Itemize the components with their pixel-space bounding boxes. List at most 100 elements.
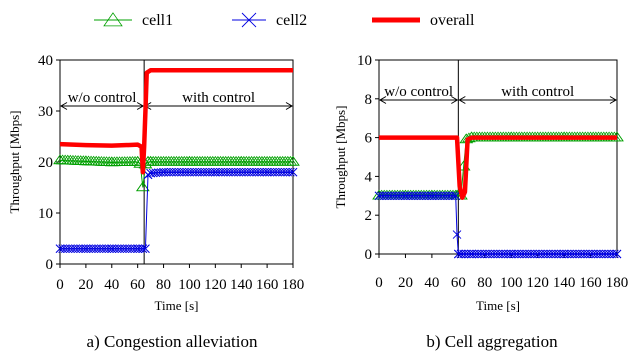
series-point-cell2 [143, 170, 153, 180]
series-line-overall [59, 67, 293, 175]
series-point-cell2 [448, 191, 458, 201]
arrow-without-control-head-left [60, 102, 68, 110]
series-line-overall [379, 135, 617, 200]
series-point-cell1 [79, 155, 93, 166]
x-tick-label: 180 [606, 275, 629, 291]
chart-caption: a) Congestion alleviation [87, 332, 258, 351]
x-tick-label: 20 [78, 277, 93, 293]
series-point-cell1 [182, 155, 197, 166]
series-point-cell2 [451, 191, 461, 201]
x-tick-label: 0 [56, 277, 64, 293]
legend: cell1 cell2 overall [94, 12, 475, 29]
arrow-without-control-head-right [451, 96, 459, 104]
series-line-cell2 [60, 171, 293, 250]
x-tick-label: 0 [375, 275, 383, 291]
x-axis-title: Time [s] [476, 298, 520, 313]
arrow-with-control-head-right [285, 102, 293, 110]
arrow-without-control-head-right [136, 102, 145, 110]
annotation-with-control: with control [182, 90, 255, 106]
x-tick-label: 180 [282, 277, 305, 293]
y-axis-title: Throughput [Mbps] [7, 111, 22, 214]
x-tick-label: 140 [553, 275, 576, 291]
series-point-cell2 [452, 230, 462, 239]
x-tick-label: 80 [477, 275, 492, 291]
series-cell2 [55, 167, 298, 254]
series-cell2 [374, 191, 622, 259]
y-tick-label: 30 [38, 104, 53, 120]
series-line-cell1 [379, 137, 617, 197]
series-point-cell2 [138, 244, 148, 254]
series-point-cell2 [55, 244, 65, 254]
series-cell1 [372, 131, 624, 200]
series-point-cell2 [401, 191, 410, 201]
arrow-with-control-head-left [458, 96, 466, 104]
y-tick-label: 4 [365, 169, 373, 185]
x-cross-icon [241, 12, 257, 28]
annotation-without-control: w/o control [68, 90, 137, 106]
series-point-cell2 [506, 249, 516, 259]
y-axis-title: Throughput [Mbps] [333, 106, 348, 209]
chart-congestion-alleviation: 0 10 20 30 40 0 20 40 60 80 100 120 140 160 180 Through… [7, 53, 304, 351]
y-tick-label: 8 [365, 92, 373, 108]
chart-caption: b) Cell aggregation [426, 332, 558, 351]
series-point-cell2 [374, 191, 384, 201]
triangle-icon [103, 12, 123, 27]
legend-label-cell2: cell2 [276, 12, 307, 29]
series-point-cell2 [612, 249, 622, 259]
series-point-cell2 [107, 244, 117, 254]
annotation-without-control: w/o control [384, 84, 453, 100]
series-point-cell2 [288, 167, 298, 177]
x-axis-title: Time [s] [155, 298, 199, 313]
legend-label-cell1: cell1 [142, 12, 173, 29]
x-tick-label: 80 [156, 277, 171, 293]
series-point-cell2 [610, 249, 619, 259]
legend-item-overall: overall [372, 12, 475, 29]
series-point-cell2 [159, 167, 168, 177]
series-point-cell2 [211, 167, 220, 177]
annotation-arrows [379, 96, 617, 104]
x-tick-label: 40 [104, 277, 119, 293]
x-tick-label: 60 [130, 277, 145, 293]
series-point-cell1 [234, 155, 248, 166]
series-overall [59, 67, 293, 175]
legend-label-overall: overall [430, 12, 475, 29]
x-tick-label: 160 [579, 275, 602, 291]
annotation-arrows [60, 102, 293, 110]
series-point-cell2 [262, 167, 272, 177]
x-tick-label: 40 [424, 275, 439, 291]
series-point-cell2 [141, 244, 150, 254]
series-point-cell2 [454, 249, 463, 259]
x-tick-label: 100 [500, 275, 523, 291]
series-point-cell1 [143, 155, 158, 166]
y-tick-label: 0 [365, 247, 373, 263]
series-point-cell1 [136, 181, 150, 192]
x-tick-label: 60 [451, 275, 466, 291]
y-tick-label: 6 [365, 131, 373, 147]
series-point-cell1 [53, 154, 67, 165]
series-point-cell2 [559, 249, 569, 259]
legend-item-cell1: cell1 [94, 12, 173, 29]
y-tick-label: 0 [46, 257, 54, 273]
x-tick-label: 120 [526, 275, 549, 291]
series-point-cell1 [105, 156, 119, 167]
series-line-cell2 [379, 195, 617, 255]
series-overall [379, 135, 617, 200]
series-point-cell2 [146, 168, 155, 178]
series-point-cell2 [81, 244, 91, 254]
x-tick-label: 140 [230, 277, 253, 293]
series-point-cell2 [456, 249, 466, 259]
series-point-cell1 [286, 155, 300, 166]
series-point-cell2 [427, 191, 437, 201]
x-tick-label: 20 [398, 275, 413, 291]
y-tick-label: 10 [357, 53, 372, 69]
series-point-cell2 [286, 167, 295, 177]
annotation-with-control: with control [501, 84, 574, 100]
arrow-without-control-head-left [379, 96, 387, 104]
legend-item-cell2: cell2 [232, 12, 307, 29]
arrow-with-control-head-right [609, 96, 617, 104]
y-tick-label: 20 [38, 155, 53, 171]
y-tick-label: 10 [38, 206, 53, 222]
y-tick-label: 2 [365, 208, 373, 224]
